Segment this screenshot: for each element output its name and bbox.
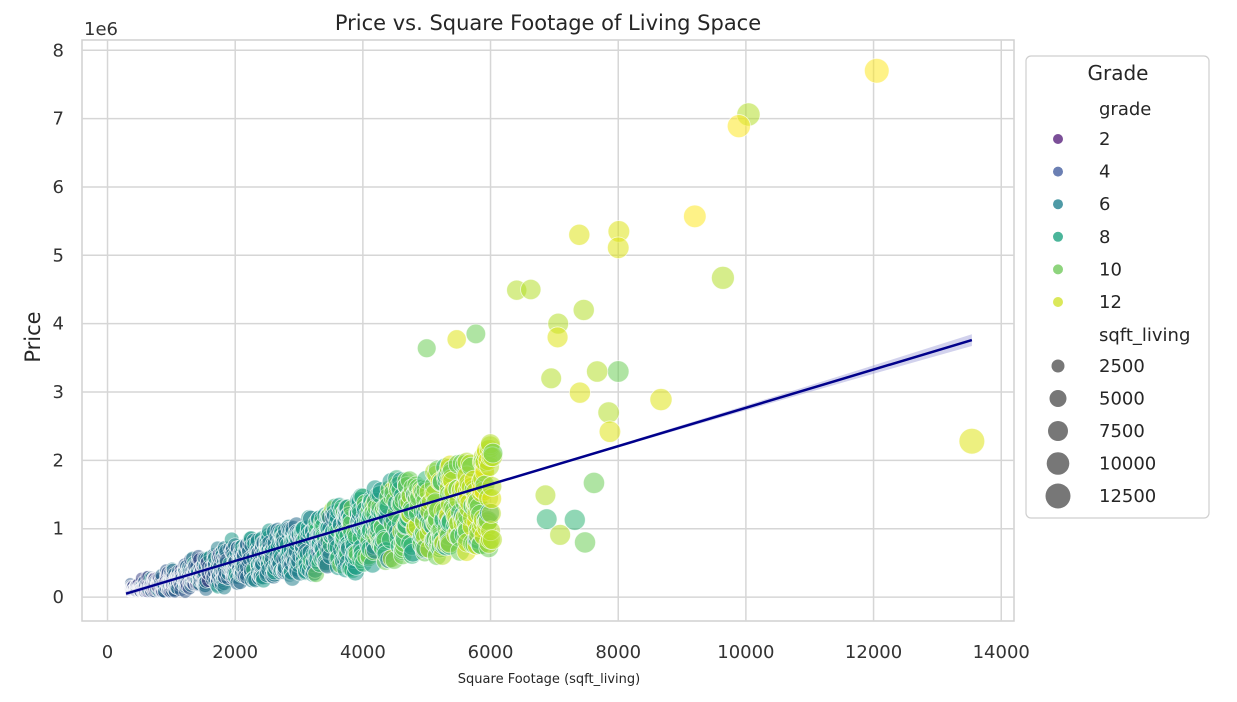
- legend-hue-label: 2: [1099, 129, 1110, 150]
- data-point: [726, 114, 751, 139]
- data-point: [546, 326, 569, 349]
- data-point: [549, 524, 571, 546]
- data-point: [582, 471, 605, 494]
- x-tick-label: 4000: [340, 642, 386, 663]
- legend-size-title: sqft_living: [1099, 325, 1190, 346]
- legend-size-marker: [1045, 483, 1071, 509]
- legend-size-label: 5000: [1099, 389, 1145, 410]
- data-point: [534, 484, 557, 506]
- legend-size-marker: [1048, 421, 1068, 441]
- legend-hue-marker: [1053, 134, 1063, 144]
- x-tick-labels: 0 2000 4000 6000 8000 10000 12000 14000: [102, 642, 1030, 663]
- legend-size-label: 12500: [1099, 486, 1156, 507]
- x-tick-label: 12000: [845, 642, 902, 663]
- data-point: [958, 427, 986, 455]
- legend-hue-label: 6: [1099, 194, 1110, 215]
- data-point: [586, 360, 609, 383]
- y-tick-label: 7: [53, 109, 64, 130]
- data-point: [536, 508, 558, 530]
- data-point: [568, 381, 591, 404]
- legend-hue-marker: [1053, 231, 1063, 242]
- y-tick-label: 2: [53, 450, 64, 471]
- data-point: [607, 360, 630, 383]
- x-tick-label: 8000: [595, 642, 641, 663]
- data-point: [482, 529, 503, 550]
- data-point: [683, 204, 707, 229]
- y-tick-labels: 0 1 2 3 4 5 6 7 8: [53, 40, 64, 608]
- data-point: [597, 401, 620, 424]
- legend-size-marker: [1049, 390, 1067, 407]
- legend-hue-marker: [1053, 199, 1063, 210]
- y-tick-label: 0: [53, 587, 64, 608]
- data-point: [568, 223, 591, 246]
- data-point: [482, 442, 504, 464]
- legend-hue-label: 12: [1099, 292, 1122, 313]
- chart-title: Price vs. Square Footage of Living Space: [335, 11, 761, 35]
- legend-size-marker: [1051, 359, 1065, 373]
- legend-size-label: 2500: [1099, 356, 1145, 377]
- data-point: [607, 236, 630, 259]
- data-point: [711, 266, 735, 290]
- legend-size-marker: [1046, 452, 1070, 475]
- x-tick-label: 2000: [212, 642, 258, 663]
- legend-hue-label: 10: [1099, 259, 1122, 280]
- legend-hue-items: 2 4 6 8 10 12: [1053, 129, 1122, 313]
- data-point: [540, 367, 562, 390]
- y-tick-label: 8: [53, 40, 64, 61]
- legend: Grade grade 2 4 6 8 10 12 sqft_living 2500 500…: [1025, 55, 1210, 519]
- y-offset-text: 1e6: [84, 19, 118, 40]
- data-point: [520, 278, 542, 301]
- legend-hue-marker: [1053, 166, 1063, 177]
- legend-box: [1025, 55, 1210, 519]
- data-point: [574, 531, 596, 554]
- legend-size-label: 7500: [1099, 421, 1145, 442]
- data-point: [563, 508, 586, 531]
- y-tick-label: 1: [53, 519, 64, 540]
- legend-hue-label: 4: [1099, 162, 1110, 183]
- data-point: [572, 299, 595, 321]
- x-tick-label: 10000: [717, 642, 774, 663]
- data-point: [864, 58, 890, 84]
- x-axis-label: Square Footage (sqft_living): [458, 672, 640, 687]
- data-points: [124, 58, 986, 599]
- y-tick-label: 5: [53, 245, 64, 266]
- legend-hue-marker: [1053, 264, 1063, 275]
- x-tick-label: 6000: [468, 642, 514, 663]
- data-point: [446, 329, 467, 350]
- legend-title: Grade: [1088, 61, 1149, 85]
- data-point: [598, 420, 622, 443]
- x-tick-label: 14000: [973, 642, 1030, 663]
- y-tick-label: 3: [53, 382, 64, 403]
- x-tick-label: 0: [102, 642, 113, 663]
- data-point: [465, 323, 487, 345]
- legend-size-items: 2500 5000 7500 10000 12500: [1045, 356, 1156, 509]
- legend-hue-label: 8: [1099, 227, 1110, 248]
- legend-size-label: 10000: [1099, 454, 1156, 475]
- data-point: [416, 338, 437, 359]
- legend-hue-marker: [1053, 297, 1063, 307]
- y-axis-label: Price: [21, 311, 45, 362]
- y-tick-label: 6: [53, 177, 64, 198]
- data-point: [649, 388, 673, 412]
- legend-hue-title: grade: [1099, 99, 1151, 120]
- regression-line: [125, 338, 973, 595]
- fit-line: [125, 338, 973, 595]
- y-tick-label: 4: [53, 314, 64, 335]
